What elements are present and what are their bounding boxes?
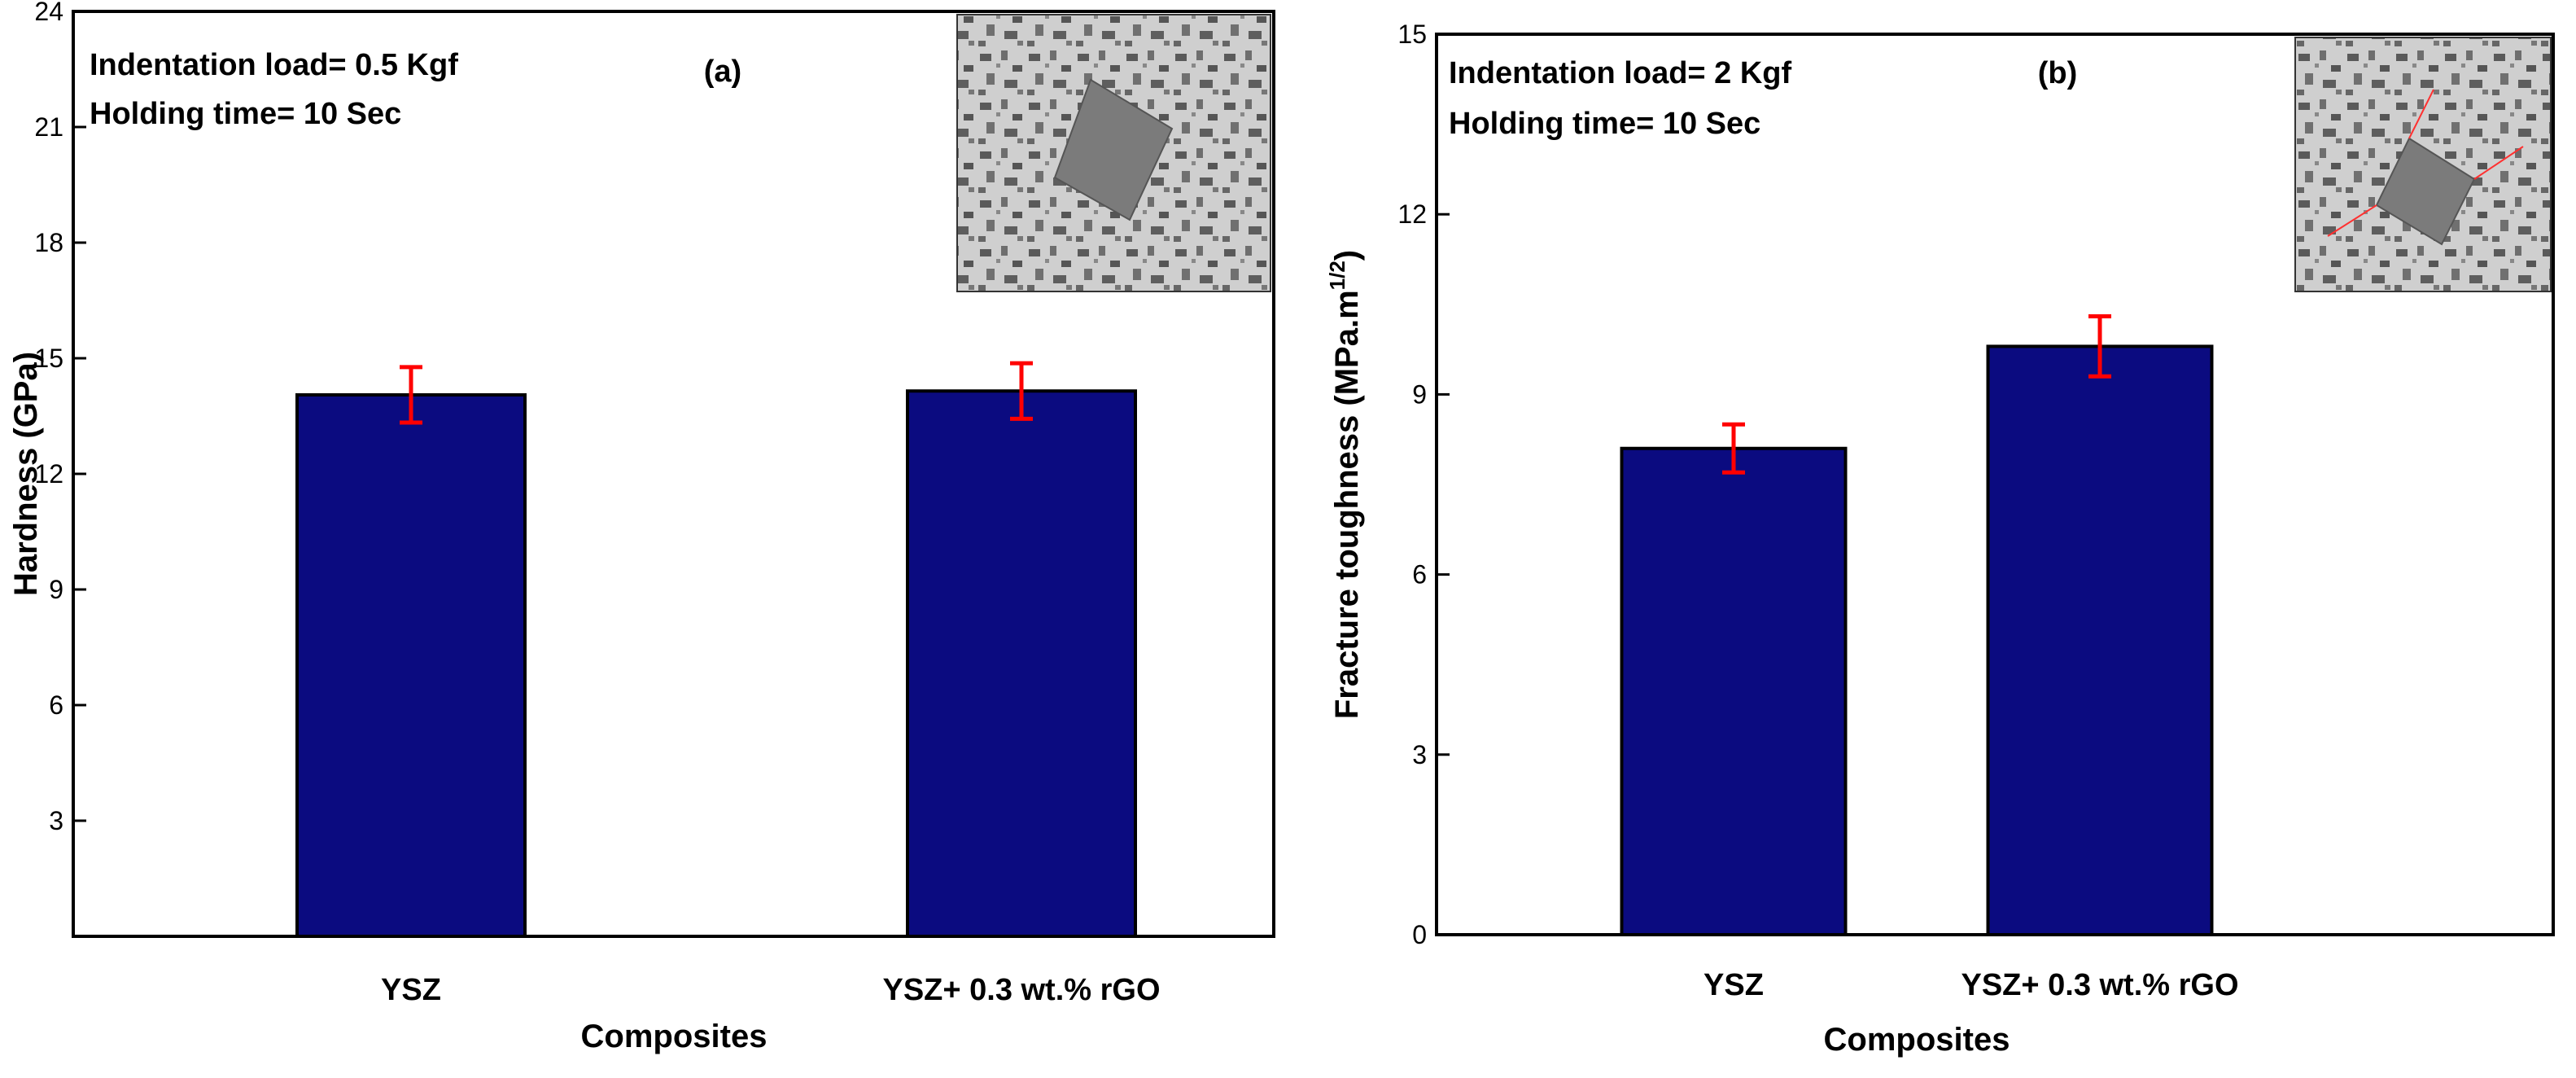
error-bar-2 bbox=[2088, 314, 2111, 379]
bar-1 bbox=[295, 392, 527, 938]
panel-b-bars bbox=[1620, 314, 2214, 936]
panel-b-label: (b) bbox=[2038, 56, 2078, 90]
y-tick-label: 18 bbox=[34, 228, 63, 257]
y-tick-label: 3 bbox=[1412, 740, 1427, 769]
category-label: YSZ+ 0.3 wt.% rGO bbox=[882, 973, 1160, 1007]
panel-b-annotation-time: Holding time= 10 Sec bbox=[1449, 107, 1760, 141]
panel-a-y-ticks: 3 6 9 12 15 18 21 24 bbox=[34, 0, 86, 835]
bar-2 bbox=[1986, 344, 2214, 936]
panel-b-category-labels: YSZ YSZ+ 0.3 wt.% rGO bbox=[1703, 968, 2238, 1002]
category-label: YSZ bbox=[1703, 968, 1764, 1002]
y-tick-label: 12 bbox=[34, 459, 63, 489]
bar-2 bbox=[906, 389, 1137, 938]
y-tick-label: 15 bbox=[1397, 20, 1427, 49]
y-tick-label: 12 bbox=[1397, 199, 1427, 229]
category-label: YSZ+ 0.3 wt.% rGO bbox=[1961, 968, 2238, 1002]
panel-a-bars bbox=[295, 361, 1137, 938]
panel-b: 0 3 6 9 12 15 YSZ YSZ+ 0.3 wt.% rGO Indentatio… bbox=[1325, 20, 2555, 1058]
category-label: YSZ bbox=[381, 973, 441, 1007]
y-tick-label: 21 bbox=[34, 112, 63, 142]
panel-a-inset-micrograph bbox=[956, 14, 1271, 292]
bar-1 bbox=[1620, 446, 1848, 936]
panel-b-x-axis-title: Composites bbox=[1824, 1022, 2010, 1058]
panel-a-annotation-load: Indentation load= 0.5 Kgf bbox=[90, 48, 458, 82]
error-bar-2 bbox=[1010, 361, 1033, 421]
panel-a-y-axis-title: Hardness (GPa) bbox=[8, 352, 44, 596]
panel-b-annotation-load: Indentation load= 2 Kgf bbox=[1449, 56, 1792, 90]
panel-a-category-labels: YSZ YSZ+ 0.3 wt.% rGO bbox=[381, 973, 1160, 1007]
error-bar-1 bbox=[1722, 422, 1745, 475]
y-tick-label: 3 bbox=[49, 806, 63, 835]
panel-b-y-axis-title: Fracture toughness (MPa.m1/2) bbox=[1325, 250, 1365, 719]
y-tick-label: 9 bbox=[1412, 379, 1427, 409]
y-tick-label: 6 bbox=[49, 690, 63, 720]
y-tick-label: 15 bbox=[34, 344, 63, 373]
panel-b-inset-micrograph bbox=[2294, 37, 2552, 292]
error-bar-1 bbox=[400, 365, 422, 425]
panel-a-x-axis-title: Composites bbox=[581, 1019, 768, 1054]
y-tick-label: 24 bbox=[34, 0, 63, 26]
panel-a-label: (a) bbox=[704, 55, 741, 89]
y-tick-label: 6 bbox=[1412, 560, 1427, 589]
panel-a: 3 6 9 12 15 18 21 24 YSZ YSZ+ 0.3 wt.% rGO Inden… bbox=[8, 0, 1275, 1054]
y-tick-label: 9 bbox=[49, 575, 63, 604]
panel-b-y-ticks: 0 3 6 9 12 15 bbox=[1397, 20, 1450, 949]
y-tick-label: 0 bbox=[1412, 920, 1427, 949]
panel-a-annotation-time: Holding time= 10 Sec bbox=[90, 97, 401, 131]
